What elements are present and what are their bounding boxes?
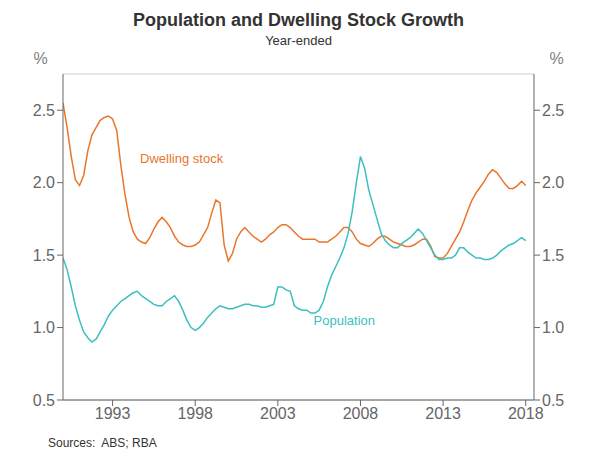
svg-text:2.5: 2.5 bbox=[542, 102, 564, 119]
svg-text:1.0: 1.0 bbox=[33, 319, 55, 336]
svg-text:0.5: 0.5 bbox=[542, 392, 564, 409]
svg-text:Population: Population bbox=[314, 313, 375, 328]
svg-text:2018: 2018 bbox=[508, 405, 544, 422]
svg-text:2.5: 2.5 bbox=[33, 102, 55, 119]
svg-text:%: % bbox=[33, 50, 47, 67]
svg-text:2008: 2008 bbox=[343, 405, 379, 422]
html-text:Population and Dwelling Stock: Population and Dwelling Stock Growth bbox=[133, 10, 464, 30]
svg-text:%: % bbox=[549, 50, 563, 67]
svg-text:2003: 2003 bbox=[260, 405, 296, 422]
svg-text:2.0: 2.0 bbox=[542, 174, 564, 191]
svg-text:Dwelling stock: Dwelling stock bbox=[140, 151, 224, 166]
svg-text:1.5: 1.5 bbox=[33, 247, 55, 264]
html-text:Year-ended: Year-ended bbox=[265, 33, 332, 48]
svg-text:2013: 2013 bbox=[425, 405, 461, 422]
svg-text:1.0: 1.0 bbox=[542, 319, 564, 336]
svg-text:1.5: 1.5 bbox=[542, 247, 564, 264]
svg-text:1998: 1998 bbox=[177, 405, 213, 422]
svg-text:0.5: 0.5 bbox=[33, 392, 55, 409]
svg-text:2.0: 2.0 bbox=[33, 174, 55, 191]
html-text:Sources: ABS; RBA: Sources: ABS; RBA bbox=[48, 436, 157, 450]
svg-text:1993: 1993 bbox=[95, 405, 131, 422]
